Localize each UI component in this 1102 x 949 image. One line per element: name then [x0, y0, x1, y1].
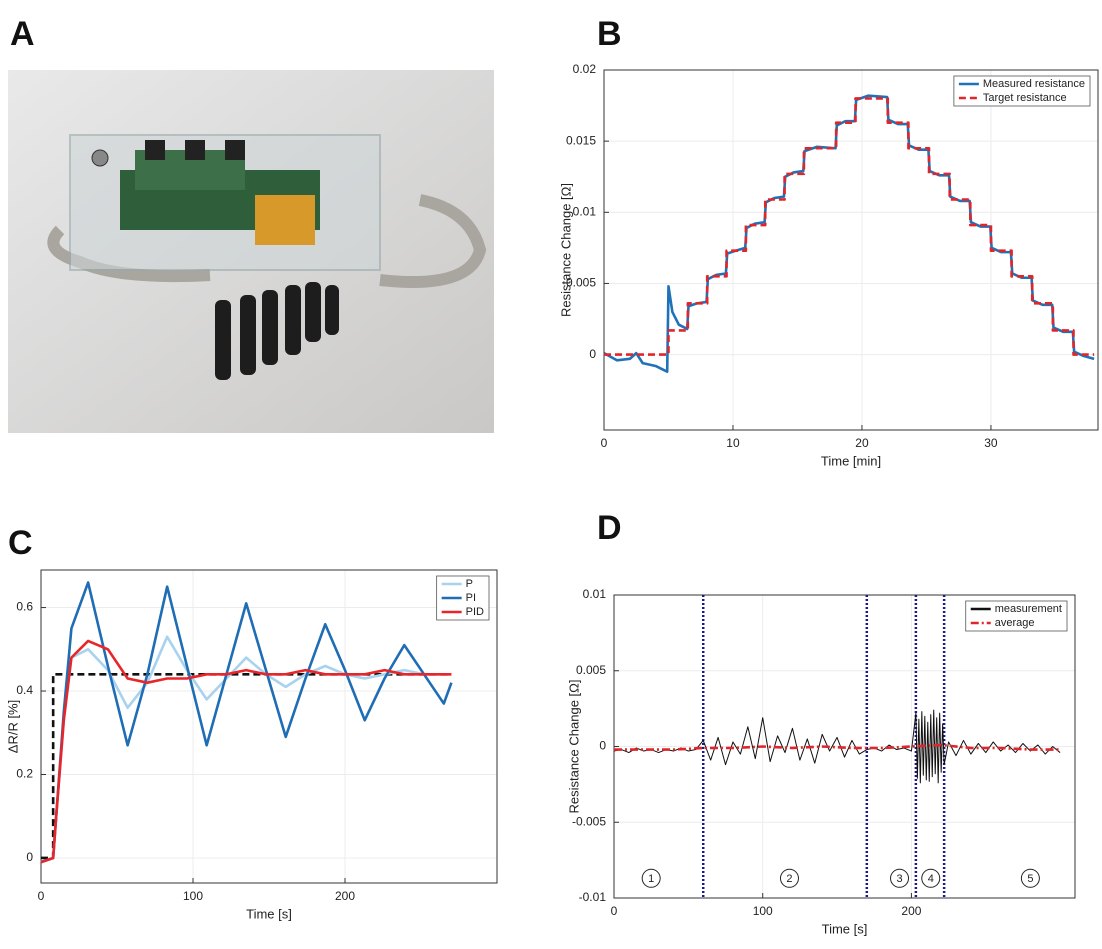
x-tick-label: 0 — [38, 889, 45, 903]
x-axis-label: Time [min] — [821, 453, 881, 468]
panel-label: B — [597, 15, 622, 53]
y-tick-label: 0.01 — [573, 204, 597, 218]
legend: measurement average — [965, 600, 1068, 632]
y-tick-label: -0.01 — [579, 890, 607, 904]
annotation-circle — [779, 868, 799, 888]
data-line — [40, 581, 453, 864]
legend-box — [965, 600, 1068, 632]
annotation-circle — [1020, 868, 1040, 888]
x-tick-label: 200 — [901, 904, 921, 918]
annotation: 4 — [928, 873, 934, 885]
y-axis-label: ΔR/R [%] — [5, 700, 20, 753]
legend-box — [953, 75, 1091, 107]
x-axis-label: Time [s] — [822, 921, 868, 936]
legend-label: Target resistance — [983, 92, 1067, 104]
y-tick-label: 0.005 — [566, 276, 596, 290]
y-tick-label: 0.005 — [576, 663, 606, 677]
y-tick-label: 0.6 — [16, 600, 33, 614]
legend-label: P — [466, 578, 473, 590]
x-tick-label: 100 — [753, 904, 773, 918]
y-axis-label: Resistance Change [Ω] — [558, 183, 573, 317]
x-tick-label: 100 — [183, 889, 203, 903]
panel-label: A — [10, 15, 35, 53]
axes-box — [613, 594, 1076, 899]
legend-label: average — [995, 617, 1035, 629]
data-line — [603, 94, 1095, 373]
y-tick-label: 0.01 — [583, 587, 607, 601]
annotation-circle — [921, 868, 941, 888]
annotation: 2 — [786, 873, 792, 885]
y-tick-label: 0 — [599, 739, 606, 753]
data-line — [614, 743, 1061, 751]
legend-label: PI — [466, 592, 476, 604]
annotation-circle — [890, 868, 910, 888]
legend: P PI PID — [436, 575, 490, 621]
axes-box — [603, 69, 1099, 431]
legend-label: measurement — [995, 603, 1062, 615]
x-tick-label: 0 — [611, 904, 618, 918]
y-axis-label: Resistance Change [Ω] — [566, 679, 581, 813]
y-tick-label: 0.015 — [566, 133, 596, 147]
axes-box — [40, 569, 498, 884]
legend-label: PID — [466, 606, 484, 618]
y-tick-label: 0.02 — [573, 62, 597, 76]
y-tick-label: 0 — [26, 850, 33, 864]
y-tick-label: 0 — [589, 347, 596, 361]
data-line — [613, 709, 1061, 784]
panel-label: D — [597, 509, 622, 547]
x-axis-label: Time [s] — [246, 906, 292, 921]
y-tick-label: -0.005 — [572, 814, 606, 828]
legend-label: Measured resistance — [983, 78, 1085, 90]
annotation: 5 — [1027, 873, 1033, 885]
x-tick-label: 20 — [855, 436, 869, 450]
data-line — [604, 97, 1095, 356]
annotation: 3 — [896, 873, 902, 885]
annotation: 1 — [648, 873, 654, 885]
panel-label: C — [8, 524, 33, 562]
data-line — [41, 673, 452, 860]
x-tick-label: 10 — [726, 436, 740, 450]
x-tick-label: 30 — [984, 436, 998, 450]
y-tick-label: 0.4 — [16, 683, 33, 697]
photo — [8, 70, 494, 433]
data-line — [40, 639, 452, 864]
legend: Measured resistance Target resistance — [953, 75, 1091, 107]
annotation-circle — [641, 868, 661, 888]
y-tick-label: 0.2 — [16, 767, 33, 781]
x-tick-label: 0 — [601, 436, 608, 450]
x-tick-label: 200 — [335, 889, 355, 903]
